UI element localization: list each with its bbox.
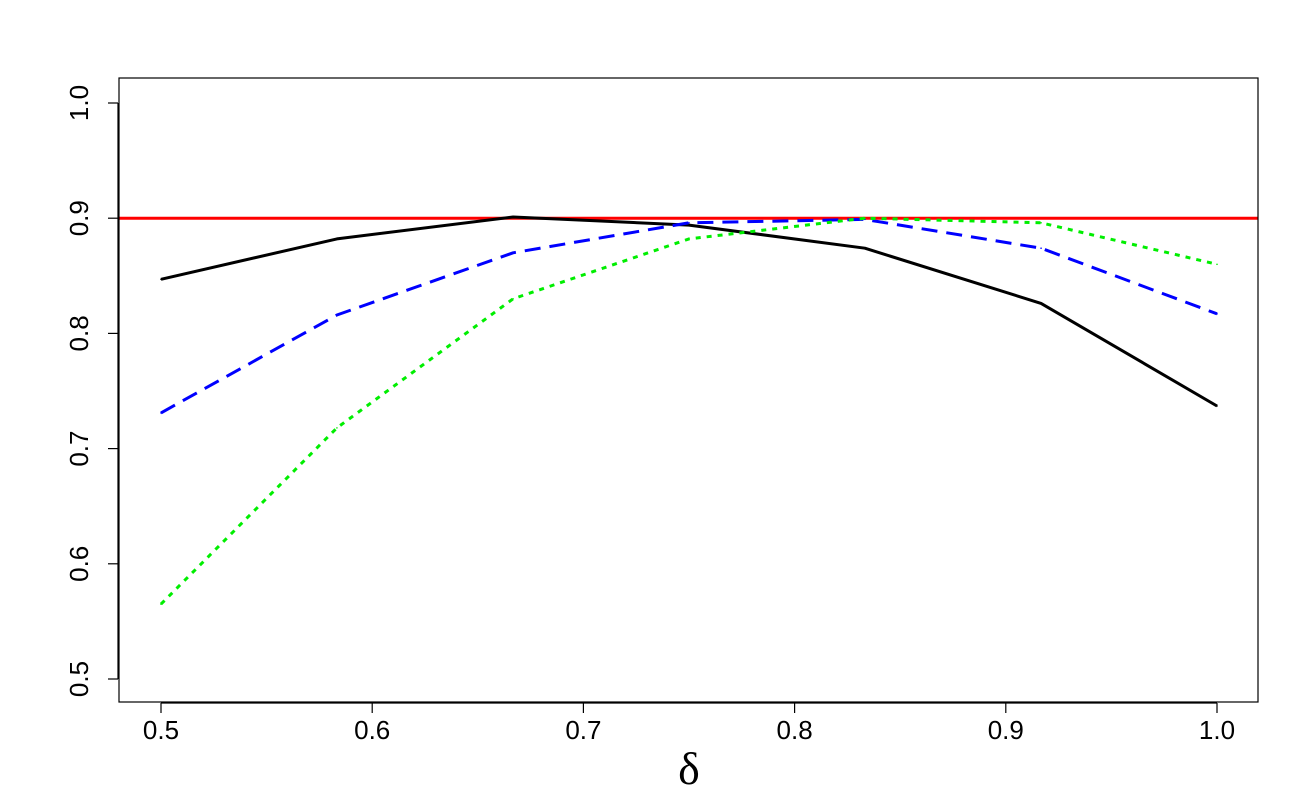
series-dashed-point [160, 412, 162, 414]
series-line-dashed [160, 217, 1218, 415]
series-dashed-point [1216, 313, 1218, 315]
x-tick-label: 0.8 [777, 715, 813, 745]
series-dashed-point [1040, 247, 1042, 249]
series-dotted-point [1040, 222, 1042, 224]
x-tick-label: 1.0 [1199, 715, 1235, 745]
series-solid-point [864, 247, 866, 249]
x-tick-label: 0.5 [143, 715, 179, 745]
series-layer [159, 215, 1218, 606]
series-dashed-point [688, 222, 690, 224]
y-tick-label: 0.7 [64, 431, 94, 467]
x-tick-label: 0.9 [988, 715, 1024, 745]
y-tick-label: 0.9 [64, 200, 94, 236]
series-dotted-point [864, 217, 866, 219]
y-tick-label: 0.6 [64, 546, 94, 582]
series-line-solid [160, 215, 1218, 408]
series-line-dotted [159, 216, 1218, 606]
series-solid-point [512, 216, 514, 218]
y-tick-label: 0.8 [64, 315, 94, 351]
y-axis: 0.5 0.6 0.7 0.8 0.9 1.0 [64, 85, 119, 697]
y-tick-label: 1.0 [64, 85, 94, 121]
series-dotted-point [688, 238, 690, 240]
series-solid-point [336, 238, 338, 240]
x-tick-label: 0.7 [565, 715, 601, 745]
series-dotted-point [336, 427, 338, 429]
series-dotted-point [512, 298, 514, 300]
y-tick-label: 0.5 [64, 661, 94, 697]
series-solid-point [1040, 302, 1042, 305]
plot-frame [118, 77, 1259, 703]
x-tick-label: 0.6 [354, 715, 390, 745]
series-solid-point [160, 278, 162, 281]
series-solid-point [1216, 405, 1218, 407]
series-dashed-point [512, 251, 514, 254]
series-dashed-point [336, 314, 338, 316]
x-axis-title: δ [678, 743, 700, 794]
series-dotted-point [160, 603, 162, 605]
series-solid-point [688, 224, 690, 226]
x-axis: 0.5 0.6 0.7 0.8 0.9 1.0 [143, 702, 1235, 745]
series-dotted-point [1216, 263, 1218, 266]
